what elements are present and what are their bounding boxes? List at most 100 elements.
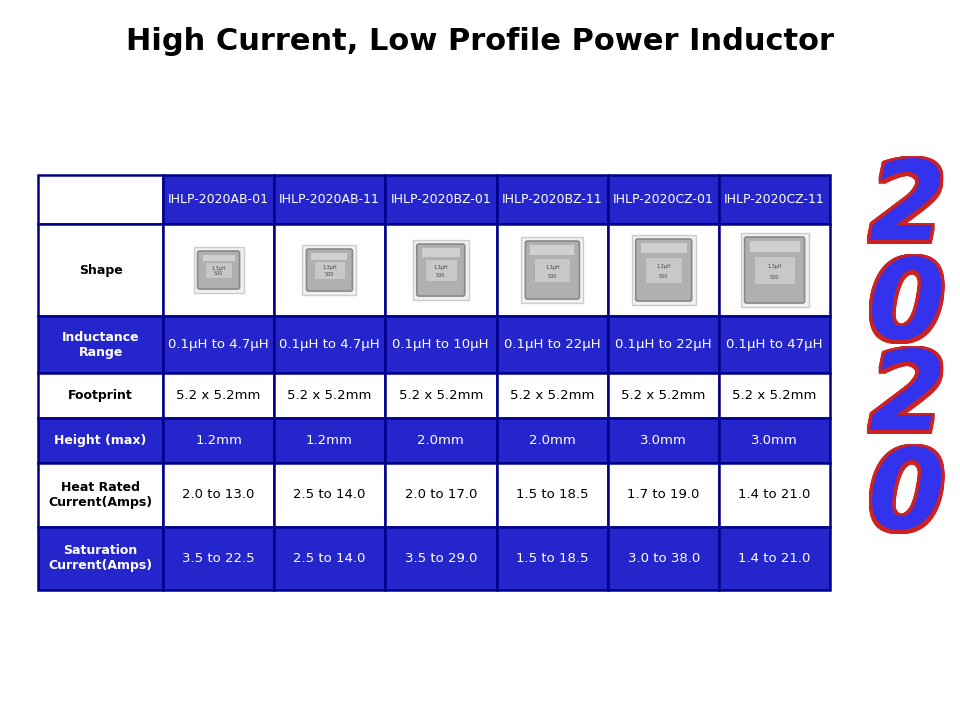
Text: 2: 2 bbox=[871, 348, 948, 454]
Text: 0: 0 bbox=[870, 253, 947, 361]
Text: 2: 2 bbox=[868, 160, 946, 266]
Bar bbox=[163, 526, 274, 590]
Text: 0: 0 bbox=[870, 444, 947, 552]
Text: IHLP-2020CZ-01: IHLP-2020CZ-01 bbox=[613, 193, 714, 206]
Bar bbox=[632, 235, 696, 305]
Text: Height (max): Height (max) bbox=[55, 434, 147, 447]
Text: 2: 2 bbox=[867, 348, 945, 456]
FancyBboxPatch shape bbox=[636, 239, 691, 301]
Text: 2: 2 bbox=[867, 158, 945, 266]
Text: 0: 0 bbox=[866, 446, 944, 552]
Text: 0: 0 bbox=[865, 253, 943, 359]
Text: 2: 2 bbox=[870, 158, 947, 266]
Text: IHLP-2020AB-01: IHLP-2020AB-01 bbox=[168, 193, 269, 206]
Text: 2: 2 bbox=[870, 160, 947, 266]
Text: IHLP-2020BZ-11: IHLP-2020BZ-11 bbox=[502, 193, 603, 206]
Text: 2: 2 bbox=[865, 348, 943, 454]
Text: 2: 2 bbox=[872, 158, 948, 266]
Text: 2: 2 bbox=[872, 156, 948, 263]
Text: 1.5 to 18.5: 1.5 to 18.5 bbox=[516, 552, 588, 564]
Text: 2: 2 bbox=[868, 346, 946, 454]
Text: 0: 0 bbox=[867, 251, 945, 359]
Text: 0: 0 bbox=[870, 446, 947, 554]
Text: High Current, Low Profile Power Inductor: High Current, Low Profile Power Inductor bbox=[126, 27, 834, 56]
Text: 2: 2 bbox=[868, 156, 946, 264]
Bar bbox=[385, 418, 496, 463]
Text: 0: 0 bbox=[872, 441, 948, 549]
Text: 0: 0 bbox=[866, 441, 944, 549]
Text: 0: 0 bbox=[866, 253, 944, 361]
Bar bbox=[750, 241, 800, 252]
Text: 1.2mm: 1.2mm bbox=[195, 434, 242, 447]
Text: 2.0mm: 2.0mm bbox=[418, 434, 464, 447]
Bar bbox=[496, 526, 609, 590]
Bar bbox=[314, 261, 345, 279]
Bar bbox=[274, 175, 385, 224]
Bar bbox=[609, 418, 719, 463]
Text: 2: 2 bbox=[867, 348, 945, 454]
Bar bbox=[609, 175, 719, 224]
Bar bbox=[421, 248, 460, 256]
Text: 1.3μH: 1.3μH bbox=[323, 266, 337, 271]
Text: 2: 2 bbox=[872, 348, 948, 454]
Text: 1.7 to 19.0: 1.7 to 19.0 bbox=[628, 488, 700, 501]
Text: 0: 0 bbox=[867, 443, 945, 549]
Text: 0: 0 bbox=[868, 256, 946, 362]
Text: 3.5 to 29.0: 3.5 to 29.0 bbox=[404, 552, 477, 564]
Text: 1.5 to 18.5: 1.5 to 18.5 bbox=[516, 488, 588, 501]
Text: 2: 2 bbox=[865, 153, 943, 261]
Text: 0.1μH to 22μH: 0.1μH to 22μH bbox=[504, 338, 601, 351]
Text: 0: 0 bbox=[871, 256, 948, 364]
Bar bbox=[521, 237, 584, 303]
Text: 0: 0 bbox=[871, 253, 948, 359]
Text: 2: 2 bbox=[867, 349, 945, 456]
Text: 2.5 to 14.0: 2.5 to 14.0 bbox=[293, 552, 366, 564]
Text: 2: 2 bbox=[871, 156, 948, 264]
Text: 5.2 x 5.2mm: 5.2 x 5.2mm bbox=[732, 390, 817, 402]
Text: 2: 2 bbox=[870, 348, 947, 456]
Text: 0: 0 bbox=[867, 444, 945, 552]
Bar bbox=[719, 175, 830, 224]
Text: 500: 500 bbox=[548, 274, 557, 279]
Text: 0: 0 bbox=[865, 254, 943, 361]
Text: 0: 0 bbox=[868, 251, 946, 359]
Text: 0: 0 bbox=[871, 441, 948, 549]
Bar bbox=[385, 526, 496, 590]
Text: 0: 0 bbox=[871, 253, 948, 361]
Text: 2: 2 bbox=[871, 158, 948, 266]
Text: 2: 2 bbox=[865, 343, 943, 451]
Bar bbox=[535, 258, 570, 282]
Text: 1.2mm: 1.2mm bbox=[306, 434, 353, 447]
Text: 0: 0 bbox=[865, 448, 943, 554]
Text: Shape: Shape bbox=[79, 264, 123, 276]
Text: Saturation
Current(Amps): Saturation Current(Amps) bbox=[49, 544, 153, 572]
Text: 0: 0 bbox=[871, 446, 948, 552]
Text: 0: 0 bbox=[872, 444, 948, 552]
Text: 2: 2 bbox=[872, 158, 948, 264]
Text: 2: 2 bbox=[870, 158, 947, 264]
Text: 0: 0 bbox=[868, 444, 946, 552]
Text: IHLP-2020AB-11: IHLP-2020AB-11 bbox=[279, 193, 380, 206]
Text: 2: 2 bbox=[866, 348, 944, 454]
Text: 0: 0 bbox=[867, 444, 945, 551]
Text: 0: 0 bbox=[867, 441, 945, 549]
Text: 0: 0 bbox=[871, 446, 948, 554]
Bar bbox=[609, 374, 719, 418]
Text: 0: 0 bbox=[866, 444, 944, 551]
Bar bbox=[413, 240, 468, 300]
Text: 2: 2 bbox=[865, 155, 943, 261]
Text: 0: 0 bbox=[868, 258, 946, 364]
Text: 500: 500 bbox=[770, 274, 780, 279]
Text: 0: 0 bbox=[866, 256, 944, 362]
Text: 0: 0 bbox=[868, 446, 946, 554]
Text: 0: 0 bbox=[866, 254, 944, 361]
Text: 0: 0 bbox=[871, 444, 948, 551]
FancyBboxPatch shape bbox=[417, 244, 465, 296]
Text: 2: 2 bbox=[871, 156, 948, 263]
Text: 1.3μH: 1.3μH bbox=[767, 264, 781, 269]
Text: 2.0 to 17.0: 2.0 to 17.0 bbox=[404, 488, 477, 501]
Text: 0: 0 bbox=[871, 256, 948, 362]
Text: 5.2 x 5.2mm: 5.2 x 5.2mm bbox=[510, 390, 594, 402]
Text: 3.0mm: 3.0mm bbox=[640, 434, 687, 447]
Bar bbox=[274, 526, 385, 590]
